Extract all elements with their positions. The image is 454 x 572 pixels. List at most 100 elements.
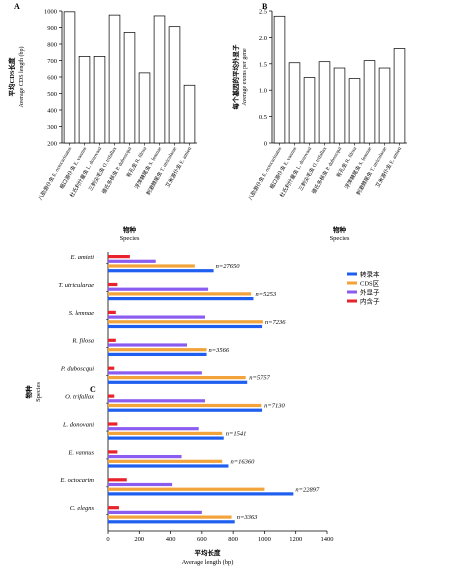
y-tick-label: 2.0: [259, 35, 267, 42]
panel-letter: B: [262, 2, 268, 11]
legend-swatch: [347, 272, 357, 276]
y-tick-label: L. donovani: [62, 421, 94, 428]
x-axis-title-en: Species: [330, 235, 350, 242]
bar-2: [108, 399, 205, 403]
y-tick-label: O. trifallax: [65, 394, 94, 401]
n-count-label: n=7130: [264, 403, 285, 410]
x-axis-title-en: Species: [120, 235, 140, 242]
bar-4: [108, 324, 263, 329]
x-axis-title-en: Average length (bp): [182, 559, 234, 566]
x-tick-label: 1400: [321, 536, 334, 543]
y-tick-label: 800: [47, 42, 57, 49]
bar-4: [108, 436, 224, 440]
bar: [108, 14, 121, 144]
y-tick-label: R. filosa: [71, 338, 94, 345]
x-tick-label: 1000: [258, 536, 271, 543]
n-count-label: n=27650: [216, 263, 241, 270]
bar: [363, 60, 376, 144]
legend-label: CDS区: [360, 280, 380, 288]
x-tick-label: 800: [228, 536, 238, 543]
bar-3: [108, 403, 262, 408]
bar-2: [108, 427, 199, 431]
y-tick-label: E. amieti: [70, 254, 95, 261]
panel-letter: C: [90, 385, 96, 394]
bar-4: [108, 269, 214, 273]
n-count-label: n=3566: [209, 347, 230, 354]
x-tick-label: 200: [134, 536, 144, 543]
y-tick-label: 0.5: [259, 114, 267, 121]
y-tick-label: E. vannus: [67, 449, 94, 456]
bar-4: [108, 352, 207, 356]
x-tick-label: 1200: [289, 536, 302, 543]
bar: [348, 78, 361, 144]
bar: [168, 26, 181, 144]
bar: [93, 56, 106, 144]
y-axis-title-cn: 平均CDS长度: [7, 57, 16, 97]
bar-2: [108, 510, 202, 514]
y-tick-label: P. duboscqui: [60, 366, 94, 373]
y-tick-label: 0: [264, 141, 267, 148]
y-tick-label: S. lemnae: [69, 310, 94, 317]
n-count-label: n=5757: [249, 375, 270, 382]
bar: [138, 72, 151, 144]
bar-2: [108, 259, 156, 263]
y-tick-label: 1.5: [259, 61, 267, 68]
bar-1: [108, 422, 118, 426]
bar: [303, 77, 316, 144]
legend-label: 转录本: [360, 270, 380, 279]
n-count-label: n=5253: [255, 291, 276, 298]
x-tick-label: 400: [166, 536, 176, 543]
n-count-label: n=22897: [295, 486, 320, 493]
bar-1: [108, 450, 118, 454]
bar-1: [108, 506, 119, 510]
y-tick-label: T. utricularae: [58, 282, 94, 289]
y-axis-title-en: Average CDS length (bp): [18, 46, 25, 107]
bar-4: [108, 408, 263, 412]
y-axis-title-en: Average exons per gene: [242, 48, 248, 106]
bar-4: [108, 297, 254, 301]
bar-2: [108, 371, 202, 375]
bar-1: [108, 310, 116, 314]
bar: [273, 15, 286, 144]
bar-1: [108, 394, 115, 398]
n-count-label: n=1541: [226, 431, 247, 438]
bar-2: [108, 343, 187, 347]
x-axis-title-cn: 物种: [333, 225, 347, 234]
panel-c: C 0 200 400 600 800 1000 1200 1400 E. amieti n=276…: [24, 252, 380, 566]
y-tick-label: 1000: [44, 9, 57, 16]
x-axis-title-cn: 物种: [123, 225, 137, 234]
y-tick-label: 700: [47, 58, 57, 65]
bar-3: [108, 515, 232, 519]
x-tick-label: 0: [106, 536, 109, 543]
bar-2: [108, 455, 182, 459]
bar-2: [108, 482, 173, 487]
y-tick-label: C. elegns: [70, 505, 95, 512]
bar-2: [108, 287, 209, 291]
bar-1: [108, 478, 127, 482]
bar-1: [108, 255, 130, 259]
bar-3: [108, 459, 223, 463]
bar-3: [108, 292, 252, 296]
legend-swatch: [347, 281, 357, 285]
y-tick-label: 400: [47, 108, 57, 115]
bar-3: [108, 376, 246, 380]
bar: [183, 84, 196, 144]
bar: [123, 32, 136, 144]
bar: [153, 15, 166, 144]
y-tick-label: 200: [47, 141, 57, 148]
bar-3: [108, 431, 223, 435]
bar-3: [108, 264, 195, 268]
y-tick-label: 500: [47, 91, 57, 98]
n-count-label: n=7236: [265, 319, 286, 326]
y-tick-label: 1.0: [259, 88, 267, 95]
y-axis-title-cn: 每个基因的平均外显子: [231, 44, 240, 110]
legend-swatch: [347, 299, 357, 303]
legend-swatch: [347, 290, 357, 294]
bar-1: [108, 282, 118, 287]
bar-4: [108, 464, 229, 468]
y-tick-label: E. octocarim: [59, 477, 94, 484]
bar-3: [108, 320, 263, 324]
